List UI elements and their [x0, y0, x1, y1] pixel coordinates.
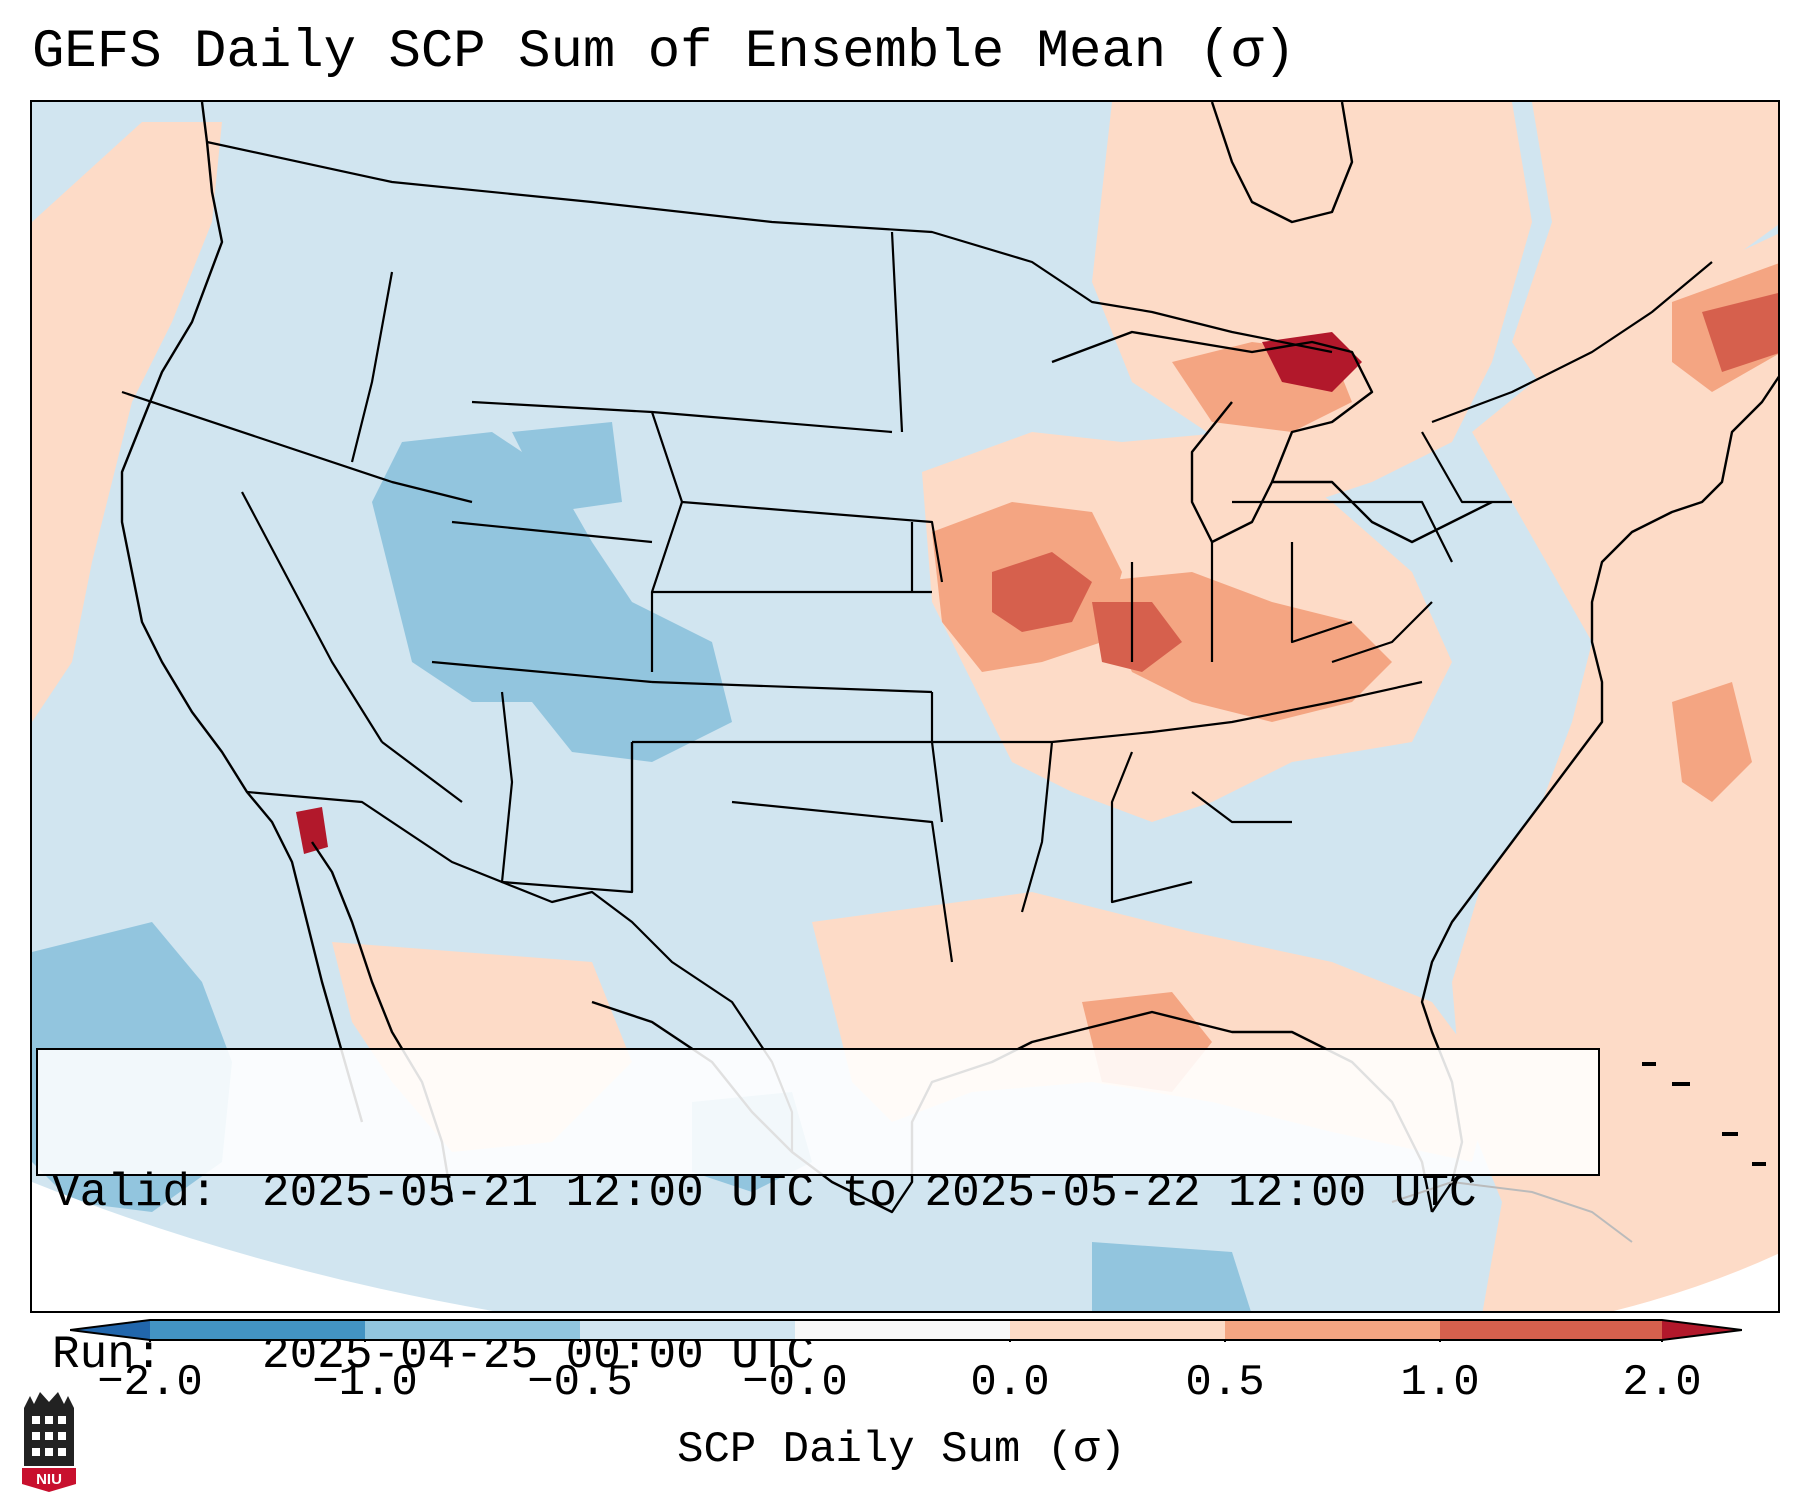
colorbar-tick-label: −0.5 [527, 1358, 633, 1408]
colorbar-extend-high [1662, 1320, 1742, 1340]
valid-key: Valid: [52, 1167, 218, 1219]
great-lakes-outline [1051, 330, 1493, 544]
strong-field-illinois [1092, 602, 1182, 672]
negative-field-montana [512, 422, 622, 512]
colorbar-bin [1225, 1320, 1440, 1340]
logo-text: NIU [36, 1471, 62, 1488]
projection-edge-right [1613, 1253, 1778, 1311]
colorbar-label: SCP Daily Sum (σ) [677, 1425, 1126, 1475]
colorbar-bin [150, 1320, 365, 1340]
colorbar-tick-label: −1.0 [312, 1358, 418, 1408]
island [1642, 1062, 1656, 1066]
colorbar-bin [365, 1320, 580, 1340]
colorbar-tick-label: 0.0 [970, 1358, 1050, 1408]
colorbar-tick-label: −2.0 [97, 1358, 203, 1408]
hudson-coast [1210, 102, 1354, 224]
positive-field-northeast [1512, 102, 1778, 402]
colorbar-extend-low [70, 1320, 150, 1340]
island [1722, 1132, 1738, 1136]
moderate-field-atlantic [1672, 682, 1752, 802]
colorbar-bin [580, 1320, 795, 1340]
strong-field-new-england [1702, 293, 1778, 372]
colorbar-tick-label: −0.0 [742, 1358, 848, 1408]
moderate-field-illinois [1092, 572, 1392, 722]
state-lines-central [630, 231, 992, 963]
colorbar-bin [1440, 1320, 1662, 1340]
cuba-outline [1391, 1180, 1633, 1243]
colorbar [70, 1319, 1742, 1342]
negative-field-rockies [372, 432, 732, 762]
island [1672, 1082, 1690, 1086]
colorbar-tick-label: 1.0 [1400, 1358, 1480, 1408]
east-coastline [1481, 375, 1778, 883]
chart-title: GEFS Daily SCP Sum of Ensemble Mean (σ) [32, 22, 1296, 83]
west-coastline [120, 102, 364, 1123]
colorbar-bin [795, 1320, 1010, 1340]
niu-logo: NIU [22, 1392, 76, 1492]
positive-field-west-coast [32, 122, 222, 722]
colorbar-tick-label: 0.5 [1185, 1358, 1265, 1408]
valid-value: 2025-05-21 12:00 UTC to 2025-05-22 12:00… [262, 1167, 1477, 1219]
negative-field-caribbean [1092, 1242, 1251, 1311]
colorbar-bin [1010, 1320, 1225, 1340]
valid-run-info-box: Valid: 2025-05-21 12:00 UTC to 2025-05-22… [36, 1048, 1600, 1381]
projection-edge [32, 1182, 494, 1311]
state-lines-east [992, 431, 1512, 913]
colorbar-tick-label: 2.0 [1622, 1358, 1702, 1408]
strong-field-iowa [992, 552, 1092, 632]
island [1752, 1162, 1766, 1166]
us-canada-border [206, 140, 1713, 424]
strong-field-southern-california [296, 807, 328, 854]
